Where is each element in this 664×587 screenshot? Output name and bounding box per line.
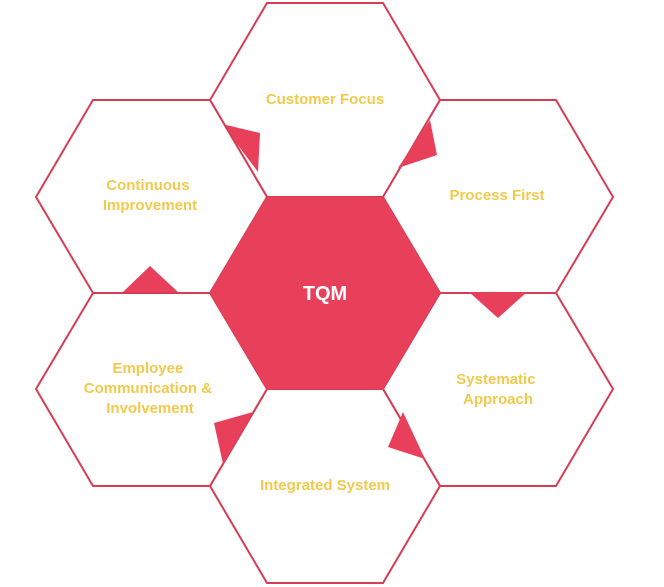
label-employee-communication: Employee Communication & Involvement	[84, 360, 217, 417]
label-process-first: Process First	[449, 187, 544, 204]
pointer-process-first	[398, 120, 437, 168]
pointer-integrated-system	[388, 412, 425, 459]
hex-integrated-system: Integrated System	[208, 388, 442, 584]
hex-employee-communication: Employee Communication & Involvement	[34, 292, 269, 487]
pointer-employee-communication	[214, 412, 253, 464]
hex-center-tqm: TQM	[210, 197, 440, 389]
hex-process-first: Process First	[381, 99, 615, 294]
label-integrated-system: Integrated System	[260, 477, 390, 494]
pointer-continuous-improvement	[123, 266, 178, 292]
pointer-systematic-approach	[469, 292, 527, 318]
hex-continuous-improvement: Continuous Improvement	[34, 99, 269, 294]
label-customer-focus: Customer Focus	[266, 91, 384, 108]
label-continuous-improvement: Continuous Improvement	[103, 177, 197, 214]
label-center-tqm: TQM	[303, 283, 347, 305]
label-systematic-approach: Systematic Approach	[456, 371, 539, 408]
